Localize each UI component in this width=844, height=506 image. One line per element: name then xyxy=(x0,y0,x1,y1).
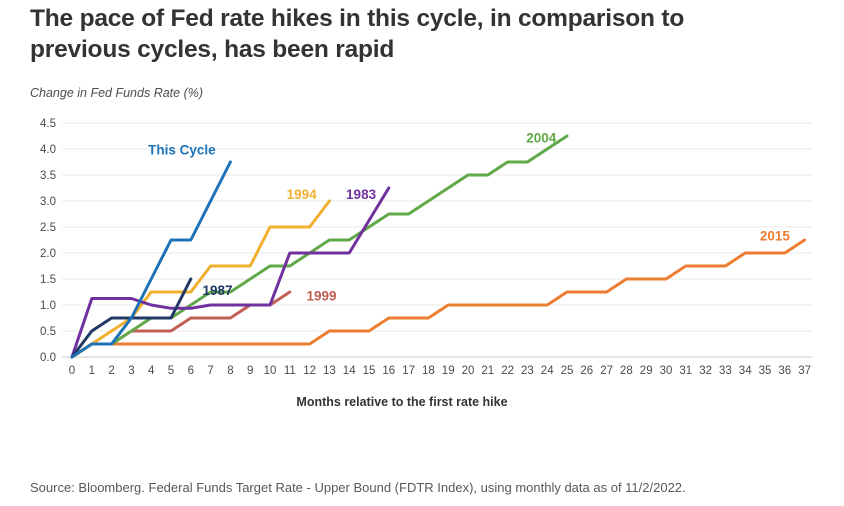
x-tick-label: 0 xyxy=(69,365,75,377)
x-tick-label: 25 xyxy=(561,365,574,377)
x-tick-label: 17 xyxy=(402,365,415,377)
x-tick-label: 21 xyxy=(481,365,494,377)
x-tick-label: 18 xyxy=(422,365,435,377)
x-tick-label: 29 xyxy=(640,365,653,377)
x-tick-label: 5 xyxy=(168,365,174,377)
series-line-2015 xyxy=(70,238,807,359)
x-tick-label: 27 xyxy=(600,365,613,377)
x-tick-label: 36 xyxy=(778,365,791,377)
x-tick-label: 4 xyxy=(148,365,155,377)
series-label-1994: 1994 xyxy=(287,187,318,202)
series-label-2004: 2004 xyxy=(526,131,557,146)
y-tick-label: 4.5 xyxy=(40,118,56,130)
x-tick-label: 10 xyxy=(264,365,277,377)
x-tick-label: 22 xyxy=(501,365,514,377)
x-tick-label: 7 xyxy=(207,365,213,377)
x-tick-label: 30 xyxy=(660,365,673,377)
x-tick-label: 37 xyxy=(798,365,811,377)
x-axis-title: Months relative to the first rate hike xyxy=(296,395,507,409)
x-tick-label: 28 xyxy=(620,365,633,377)
y-tick-label: 2.0 xyxy=(40,248,56,260)
y-tick-label: 2.5 xyxy=(40,222,56,234)
series-line-1983 xyxy=(70,186,391,359)
series-label-1983: 1983 xyxy=(346,187,377,202)
x-tick-label: 35 xyxy=(759,365,772,377)
x-tick-label: 20 xyxy=(462,365,475,377)
y-tick-label: 1.5 xyxy=(40,274,56,286)
y-tick-label: 1.0 xyxy=(40,300,56,312)
y-axis-unit-label: Change in Fed Funds Rate (%) xyxy=(30,86,204,100)
series-line-this-cycle xyxy=(70,160,232,359)
x-tick-label: 12 xyxy=(303,365,316,377)
x-tick-label: 15 xyxy=(363,365,376,377)
x-tick-label: 6 xyxy=(188,365,194,377)
x-tick-label: 23 xyxy=(521,365,534,377)
x-tick-label: 14 xyxy=(343,365,356,377)
y-tick-label: 0.5 xyxy=(40,326,56,338)
x-tick-label: 2 xyxy=(108,365,114,377)
x-tick-label: 33 xyxy=(719,365,732,377)
fed-rate-hikes-chart: 0.0 0.5 1.0 1.5 2.0 2.5 3.0 3.5 4.0 4.5 0 1 2 3 4 5 6 7 8 9… xyxy=(0,110,844,410)
y-tick-label: 4.0 xyxy=(40,144,56,156)
y-tick-label: 3.0 xyxy=(40,196,56,208)
series-label-1999: 1999 xyxy=(306,289,336,304)
y-tick-label: 3.5 xyxy=(40,170,56,182)
x-tick-label: 32 xyxy=(699,365,712,377)
x-tick-label: 16 xyxy=(382,365,395,377)
series-label-this-cycle: This Cycle xyxy=(148,143,216,158)
series-line-1994 xyxy=(70,199,331,359)
source-note: Source: Bloomberg. Federal Funds Target … xyxy=(30,480,686,495)
x-tick-label: 31 xyxy=(679,365,692,377)
x-tick-label: 34 xyxy=(739,365,752,377)
series-label-1987: 1987 xyxy=(203,283,233,298)
x-tick-label: 1 xyxy=(89,365,95,377)
x-tick-label: 24 xyxy=(541,365,554,377)
y-tick-label: 0.0 xyxy=(40,352,56,364)
x-tick-label: 13 xyxy=(323,365,336,377)
x-tick-label: 26 xyxy=(580,365,593,377)
page-title: The pace of Fed rate hikes in this cycle… xyxy=(30,5,685,63)
series-label-2015: 2015 xyxy=(760,228,791,243)
series-line-2004 xyxy=(70,134,569,359)
line-chart-canvas: 0.00.51.01.52.02.53.03.54.04.50 1 2 3 4 5 6 7 8 9… xyxy=(40,118,812,409)
x-tick-label: 11 xyxy=(284,365,296,377)
x-tick-label: 3 xyxy=(128,365,134,377)
x-tick-label: 19 xyxy=(442,365,455,377)
x-tick-label: 9 xyxy=(247,365,253,377)
x-tick-label: 8 xyxy=(227,365,233,377)
